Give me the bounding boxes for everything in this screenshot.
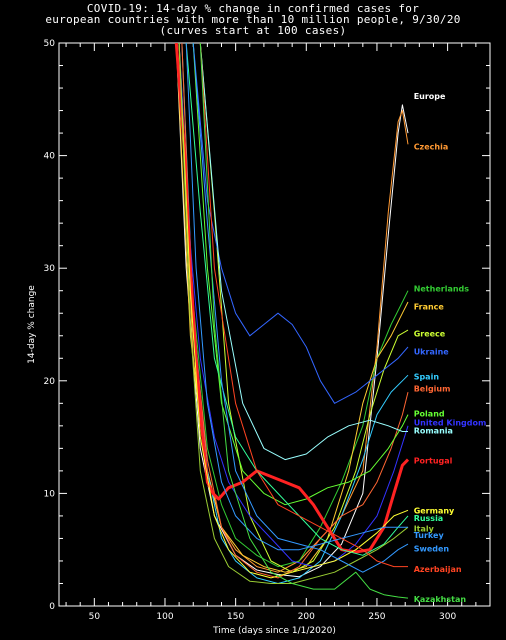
series-label-kazakhstan: Kazakhstan: [414, 595, 467, 604]
x-tick-label: 50: [89, 612, 101, 622]
series-label-greece: Greece: [414, 330, 446, 339]
series-label-russia: Russia: [414, 514, 444, 523]
series-line-belgium: [181, 43, 409, 579]
x-tick-label: 250: [368, 612, 385, 622]
series-labels: Europe Czechia Netherlands France Greece Ukra…: [414, 92, 487, 604]
series-line-azerbaijan: [199, 43, 408, 568]
chart-title-line-1: COVID-19: 14-day % change in confirmed c…: [86, 2, 420, 15]
series-line-poland: [192, 43, 409, 506]
x-axis-label: Time (days since 1/1/2020): [212, 626, 336, 636]
y-tick-label: 40: [44, 152, 56, 162]
series-label-germany: Germany: [414, 506, 455, 515]
series-line-kazakhstan: [199, 43, 409, 599]
series-label-belgium: Belgium: [414, 385, 451, 394]
axes: 50 100 150 200 250 300 0 10 20 30 40 50: [44, 39, 491, 622]
series-line-sweden: [192, 43, 409, 573]
x-tick-label: 200: [298, 612, 315, 622]
series-label-azerbaijan: Azerbaijan: [414, 565, 462, 574]
series-label-turkey: Turkey: [414, 531, 445, 540]
series-label-france: France: [414, 302, 445, 311]
series-label-poland: Poland: [414, 409, 445, 418]
series-label-czechia: Czechia: [414, 143, 449, 152]
y-tick-label: 0: [49, 602, 55, 612]
chart-title-line-2: european countries with more than 10 mil…: [45, 13, 461, 26]
series-label-spain: Spain: [414, 372, 440, 381]
series-line-turkey: [185, 43, 408, 551]
series-label-netherlands: Netherlands: [414, 284, 470, 293]
series-line-netherlands: [178, 43, 409, 568]
series-label-ukraine: Ukraine: [414, 348, 450, 357]
series-label-portugal: Portugal: [414, 457, 453, 466]
chart-title-line-3: (curves start at 100 cases): [159, 24, 347, 37]
series-line-portugal: [174, 43, 410, 554]
series-line-ukraine: [192, 43, 409, 404]
series-label-sweden: Sweden: [414, 545, 450, 554]
x-tick-label: 300: [439, 612, 456, 622]
series-layer: [174, 43, 410, 599]
y-tick-label: 10: [44, 489, 56, 499]
series-label-romania: Romania: [414, 426, 453, 435]
series-line-romania: [199, 43, 408, 461]
y-axis-label: 14-day % change: [27, 285, 37, 364]
series-label-europe: Europe: [414, 92, 446, 101]
series-label-italy: Italy: [414, 524, 435, 533]
series-line-germany: [178, 43, 409, 579]
y-tick-label: 30: [44, 264, 56, 274]
plot-frame: [58, 42, 491, 607]
x-tick-label: 100: [156, 612, 173, 622]
y-tick-label: 50: [44, 39, 56, 49]
x-tick-label: 150: [227, 612, 244, 622]
series-label-united-kingdom: United Kingdom: [414, 418, 487, 427]
y-tick-label: 20: [44, 377, 56, 387]
series-line-italy: [178, 43, 409, 584]
